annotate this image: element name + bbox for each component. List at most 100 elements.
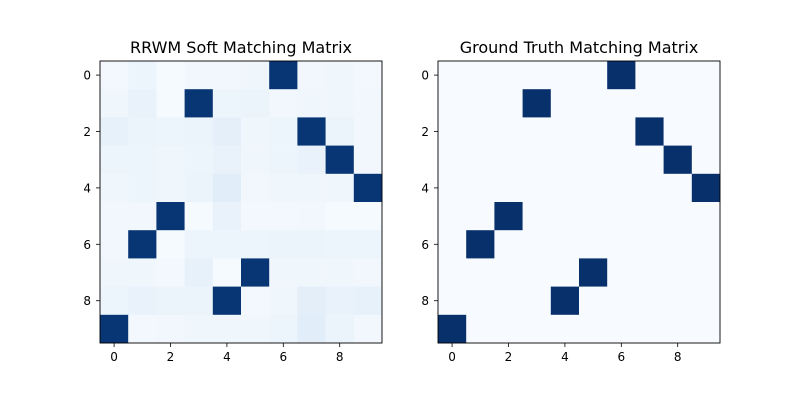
x-tick-label: 6 <box>279 350 287 364</box>
heatmap-cell <box>494 61 523 90</box>
heatmap-cell <box>353 286 383 316</box>
heatmap-cell <box>494 286 523 316</box>
heatmap-cell <box>100 258 129 287</box>
heatmap-cell <box>325 202 355 231</box>
heatmap-cell <box>691 258 721 287</box>
heatmap-cell <box>325 286 355 316</box>
heatmap-cell <box>550 89 580 118</box>
heatmap-cell <box>128 202 157 231</box>
heatmap-cell <box>212 61 242 90</box>
heatmap-cell <box>663 89 693 118</box>
heatmap-cell <box>297 314 326 344</box>
heatmap-cell <box>579 258 608 287</box>
heatmap-cell <box>297 89 326 118</box>
heatmap-cell <box>100 145 129 175</box>
x-tick-label: 2 <box>167 350 175 364</box>
heatmap-cell <box>579 173 608 203</box>
heatmap-cell <box>156 89 185 118</box>
heatmap-cell <box>212 314 242 344</box>
y-tick-label: 0 <box>83 69 91 83</box>
heatmap-cell <box>607 258 636 287</box>
heatmap-cell <box>438 314 467 344</box>
heatmap-cell <box>438 173 467 203</box>
heatmap-cell <box>100 117 129 146</box>
heatmap-cell <box>353 314 383 344</box>
heatmap-cell <box>466 145 495 175</box>
heatmap-cell <box>184 145 214 175</box>
heatmap-cell <box>353 145 383 175</box>
heatmap-cell <box>607 286 636 316</box>
heatmap-cell <box>438 145 467 175</box>
heatmap-cell <box>663 314 693 344</box>
heatmap-cell <box>550 258 580 287</box>
heatmap-cell <box>184 202 214 231</box>
heatmap-cell <box>466 258 495 287</box>
heatmap-cell <box>128 286 157 316</box>
axes-frame <box>437 60 721 344</box>
heatmap-cell <box>607 173 636 203</box>
heatmap-cell <box>635 117 664 146</box>
heatmap-cell <box>325 117 355 146</box>
heatmap-cell <box>691 117 721 146</box>
x-tick-label: 6 <box>617 350 625 364</box>
y-tick-label: 2 <box>83 125 91 139</box>
heatmap-cell <box>494 173 523 203</box>
heatmap-cell <box>663 145 693 175</box>
heatmap-panel-1: Ground Truth Matching Matrix 0 2 4 6 8 0 2 4 6 8 <box>421 38 721 364</box>
heatmap-cell <box>353 230 383 259</box>
heatmap-cell <box>212 286 242 316</box>
heatmap-cell <box>269 117 298 146</box>
heatmap-cell <box>100 202 129 231</box>
heatmap-cell <box>128 117 157 146</box>
heatmap-cell <box>156 117 185 146</box>
heatmap-panel-0: RRWM Soft Matching Matrix 0 2 4 6 8 0 2 4 6 8 <box>83 38 383 364</box>
heatmap-cell <box>494 258 523 287</box>
axes-frame <box>99 60 383 344</box>
heatmap-cell <box>494 202 523 231</box>
heatmap-cell <box>212 173 242 203</box>
heatmap-cell <box>212 258 242 287</box>
heatmap-cell <box>522 61 552 90</box>
heatmap-cell <box>691 61 721 90</box>
y-tick-label: 6 <box>83 238 91 252</box>
heatmap-cell <box>325 258 355 287</box>
heatmap-cell <box>522 89 552 118</box>
x-tick-label: 4 <box>561 350 569 364</box>
heatmap-cell <box>297 286 326 316</box>
heatmap-cell <box>184 230 214 259</box>
heatmap-cell <box>607 89 636 118</box>
heatmap-cell <box>353 202 383 231</box>
heatmap-cell <box>438 117 467 146</box>
heatmap-cell <box>184 286 214 316</box>
heatmap-cell <box>635 286 664 316</box>
heatmap-cell <box>353 89 383 118</box>
heatmap-cell <box>269 258 298 287</box>
heatmap-cell <box>100 61 129 90</box>
heatmap-cell <box>128 258 157 287</box>
heatmap-cell <box>466 314 495 344</box>
heatmap-cell <box>438 286 467 316</box>
heatmap-cell <box>297 258 326 287</box>
heatmap-cell <box>691 314 721 344</box>
heatmap-cell <box>241 230 270 259</box>
heatmap-cell <box>325 314 355 344</box>
heatmap-cell <box>156 286 185 316</box>
heatmap-cell <box>522 145 552 175</box>
heatmap-cell <box>128 89 157 118</box>
x-tick-label: 8 <box>336 350 344 364</box>
heatmap-cell <box>297 202 326 231</box>
chart-title: RRWM Soft Matching Matrix <box>130 38 352 57</box>
heatmap-cell <box>241 314 270 344</box>
heatmap-cell <box>297 117 326 146</box>
heatmap-cell <box>241 145 270 175</box>
heatmap-cell <box>100 173 129 203</box>
heatmap-cell <box>691 89 721 118</box>
heatmap-cell <box>635 314 664 344</box>
heatmap-cell <box>635 61 664 90</box>
heatmap-cell <box>607 145 636 175</box>
heatmap-cell <box>579 230 608 259</box>
x-tick-label: 2 <box>505 350 513 364</box>
heatmap-cell <box>691 202 721 231</box>
y-tick-label: 0 <box>421 69 429 83</box>
